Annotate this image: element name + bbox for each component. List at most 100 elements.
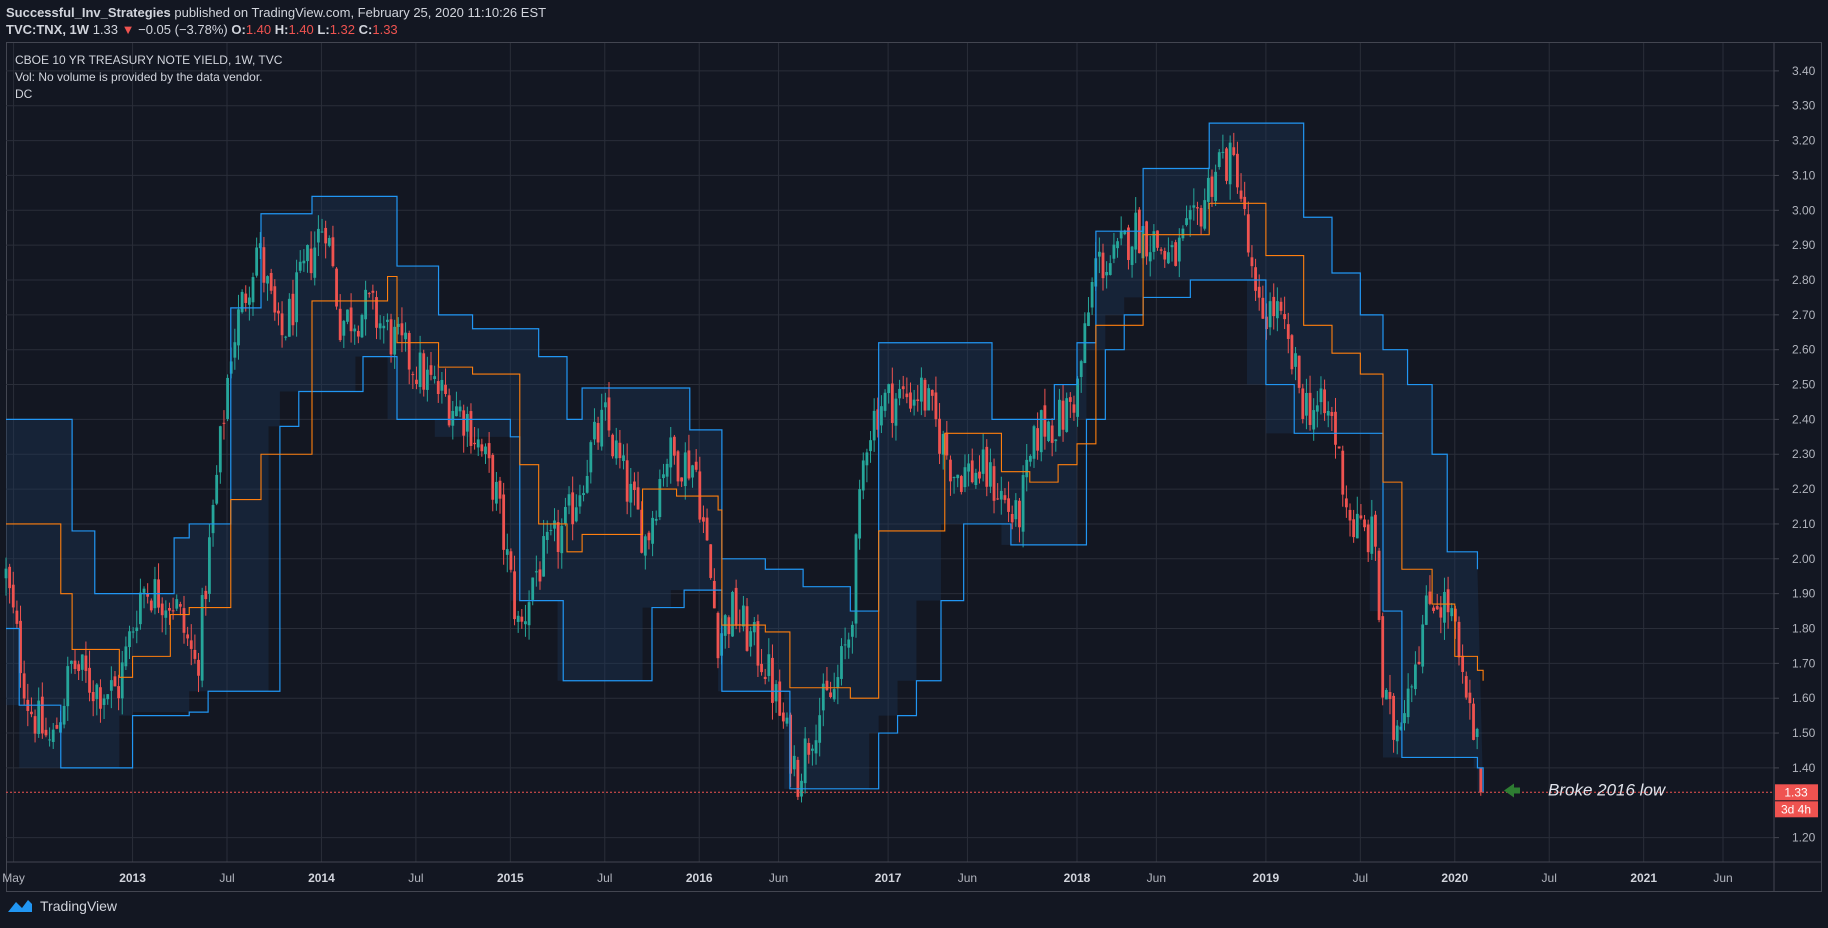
chart-frame[interactable] — [6, 42, 1822, 892]
candle-body — [262, 247, 266, 283]
donchian-lower-line — [6, 279, 1484, 793]
candle-body — [40, 696, 44, 734]
x-tick-label: Jun — [1713, 871, 1732, 885]
candle-body — [1344, 498, 1348, 508]
candle-body — [1403, 713, 1406, 724]
candle-body — [164, 610, 168, 618]
candle-body — [11, 584, 15, 608]
y-tick-label: 3.30 — [1792, 99, 1816, 113]
candle-body — [1337, 446, 1341, 449]
y-tick-label: 2.90 — [1792, 238, 1816, 252]
candle-body — [1221, 151, 1225, 153]
candle-body — [1468, 692, 1472, 704]
candle-body — [614, 440, 618, 459]
candle-body — [19, 620, 22, 674]
candle-body — [767, 654, 771, 676]
candle-body — [1428, 591, 1432, 604]
candle-body — [691, 465, 694, 478]
down-arrow-icon: ▼ — [121, 22, 135, 37]
candle-body — [1028, 455, 1032, 462]
candle-body — [909, 392, 912, 409]
price-axis: 3.40 3.30 3.20 3.10 3.00 2.90 2.80 2.70 2.60 2.50… — [1774, 64, 1816, 845]
countdown-text: 3d 4h — [1781, 802, 1811, 816]
candle-body — [774, 684, 778, 702]
candle-body — [687, 450, 691, 479]
candle-body — [1410, 686, 1414, 688]
candle-body — [625, 460, 629, 502]
candle-body — [22, 673, 26, 699]
candle-body — [269, 272, 273, 291]
candle-body — [669, 437, 673, 468]
tradingview-footer[interactable]: TradingView — [6, 898, 117, 914]
candle-body — [389, 319, 393, 355]
candle-body — [1443, 592, 1446, 623]
candle-body — [771, 657, 774, 703]
candle-body — [1414, 664, 1417, 690]
candle-body — [1453, 608, 1457, 622]
candle-body — [15, 610, 19, 624]
candle-body — [1479, 767, 1483, 793]
x-tick-label: Jul — [1353, 871, 1368, 885]
candle-body — [618, 442, 622, 459]
candle-body — [233, 342, 237, 358]
tradingview-logo-icon — [8, 900, 32, 912]
candle-body — [1275, 301, 1279, 319]
candle-body — [1355, 513, 1359, 539]
candle-body — [335, 268, 338, 307]
candle-body — [1384, 690, 1388, 700]
candle-body — [858, 489, 862, 539]
x-tick-label: Jul — [597, 871, 612, 885]
x-tick-label: Jul — [219, 871, 234, 885]
candle-body — [1188, 210, 1192, 220]
candle-body — [894, 398, 898, 426]
candle-body — [455, 406, 458, 417]
open-value: 1.40 — [245, 22, 272, 37]
candle-body — [1225, 148, 1228, 181]
candle-body — [1018, 500, 1021, 528]
candle-body — [91, 691, 95, 702]
candle-body — [160, 603, 164, 616]
candle-body — [789, 714, 793, 774]
candle-body — [622, 455, 625, 462]
candle-body — [970, 460, 974, 483]
candle-body — [1079, 361, 1083, 377]
candle-body — [149, 600, 153, 611]
candle-body — [218, 426, 222, 473]
candle-body — [603, 402, 607, 408]
candle-body — [211, 504, 215, 534]
candle-body — [37, 700, 41, 734]
candle-body — [1319, 388, 1323, 403]
candle-body — [1435, 606, 1439, 610]
legend-title[interactable]: CBOE 10 YR TREASURY NOTE YIELD, 1W, TVC — [15, 53, 283, 67]
candle-body — [338, 308, 342, 341]
candle-body — [298, 261, 302, 271]
last-price-text: 1.33 — [1784, 785, 1808, 799]
candle-body — [1446, 589, 1450, 613]
candle-body — [480, 444, 484, 452]
candle-body — [651, 517, 654, 544]
candle-body — [287, 298, 291, 337]
candle-body — [1021, 475, 1025, 532]
candle-body — [255, 247, 259, 276]
publisher-name[interactable]: Successful_Inv_Strategies — [6, 5, 171, 20]
candle-body — [847, 639, 851, 648]
candle-body — [872, 410, 876, 441]
candle-body — [981, 449, 985, 474]
candle-body — [665, 463, 669, 477]
candle-body — [1348, 509, 1352, 521]
candle-body — [451, 410, 455, 426]
candle-body — [251, 277, 255, 303]
candle-body — [1374, 514, 1377, 547]
candle-body — [861, 460, 865, 491]
candle-body — [807, 742, 811, 755]
x-tick-label: Jun — [1147, 871, 1166, 885]
y-tick-label: 1.20 — [1792, 831, 1816, 845]
candle-body — [832, 689, 836, 700]
open-label: O: — [231, 22, 246, 37]
candle-body — [440, 379, 444, 391]
candle-body — [458, 406, 462, 412]
legend-indicator[interactable]: DC — [15, 87, 33, 101]
candle-body — [1236, 153, 1239, 188]
x-tick-label: Jul — [408, 871, 423, 885]
